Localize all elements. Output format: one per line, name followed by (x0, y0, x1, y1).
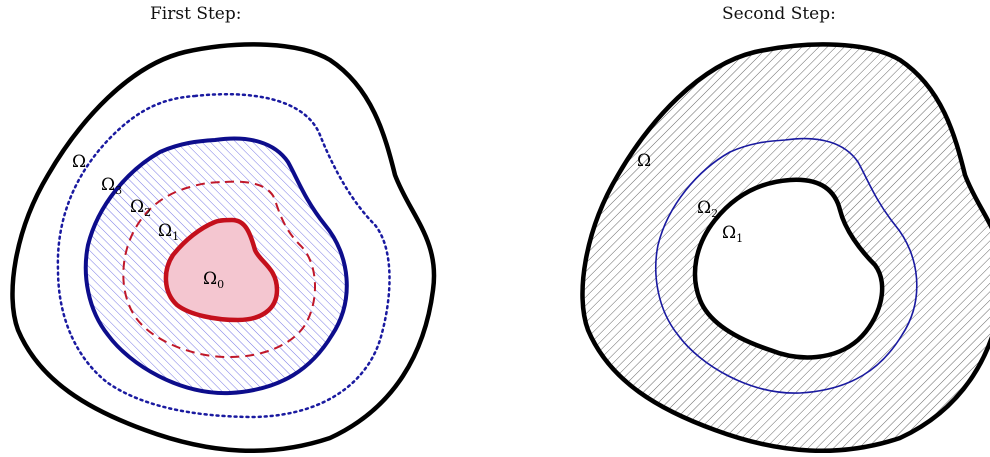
right-label-omega: Ω (637, 151, 651, 171)
right-omega1-boundary (692, 177, 885, 360)
label-omega2: Ω2 (130, 197, 151, 219)
first-step-title: First Step: (150, 4, 242, 24)
omega0-region (163, 217, 280, 323)
right-label-omega1: Ω1 (722, 223, 743, 245)
label-omega0: Ω0 (203, 269, 224, 291)
right-omega2-boundary (655, 137, 918, 394)
omega3-dotted-boundary (56, 93, 391, 419)
first-step-panel: Ω Ω3 Ω2 Ω1 Ω0 (10, 42, 437, 454)
label-omega1: Ω1 (158, 221, 179, 243)
annulus-region (582, 44, 990, 451)
right-outer-boundary (580, 42, 990, 454)
right-label-omega2: Ω2 (697, 198, 718, 220)
label-omega3: Ω3 (101, 175, 122, 197)
second-step-panel: Ω Ω2 Ω1 (580, 42, 990, 454)
label-omega: Ω (72, 152, 86, 172)
omega-outer-boundary (10, 42, 437, 454)
omega1-dashed-boundary (122, 180, 316, 359)
second-step-title: Second Step: (722, 4, 836, 24)
